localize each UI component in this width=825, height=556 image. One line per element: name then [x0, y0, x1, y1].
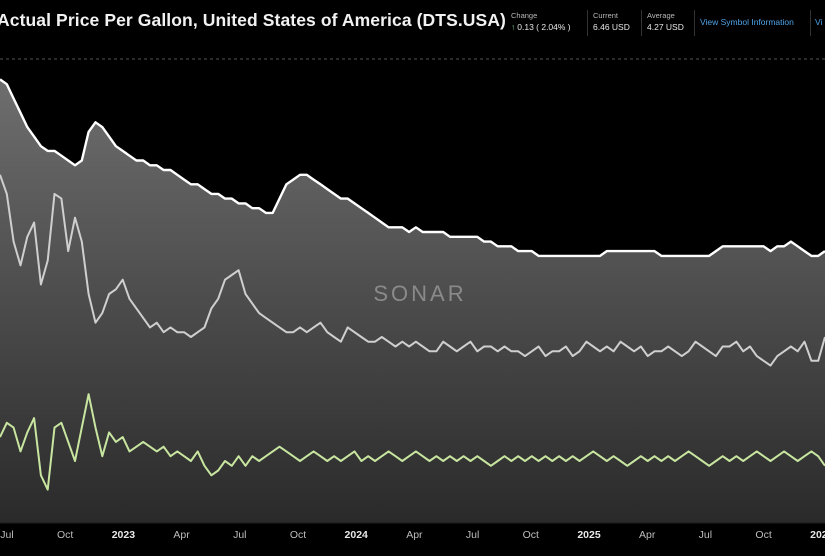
line-layer	[0, 78, 825, 491]
x-tick-label: Jul	[233, 529, 246, 541]
x-tick-label: 2025	[577, 529, 601, 541]
divider	[810, 10, 811, 36]
average-label: Average	[647, 11, 675, 20]
x-tick-label: Jul	[466, 529, 479, 541]
change-label: Change	[511, 11, 538, 20]
current-stat: Current 6.46 USD	[593, 11, 630, 34]
x-tick-label: Oct	[523, 529, 539, 541]
price-series-line[interactable]	[0, 78, 825, 258]
secondary-series-line[interactable]	[0, 174, 825, 367]
divider	[641, 10, 642, 36]
x-tick-label: Apr	[406, 529, 423, 541]
area-layer	[0, 79, 825, 524]
chart-svg[interactable]: SONAR Jul Oct 2023 Apr Jul Oct 2024 Apr Jul Oct 20…	[0, 46, 825, 551]
x-tick-label: Oct	[755, 529, 771, 541]
change-value: 0.13 ( 2.04% )	[517, 22, 571, 32]
arrow-up-icon: ↑	[511, 22, 516, 32]
tertiary-series-line[interactable]	[0, 393, 825, 491]
view-symbol-information-link[interactable]: View Symbol Information	[700, 17, 794, 27]
divider	[694, 10, 695, 36]
view-more-link[interactable]: Vi	[815, 17, 823, 27]
x-tick-label: Apr	[173, 529, 190, 541]
current-label: Current	[593, 11, 619, 20]
average-value: 4.27 USD	[647, 22, 684, 32]
average-stat: Average 4.27 USD	[647, 11, 684, 34]
x-tick-label: 2024	[345, 529, 369, 541]
price-area-fill	[0, 79, 825, 524]
chart-header: Actual Price Per Gallon, United States o…	[0, 0, 825, 46]
x-tick-label: 2026	[810, 529, 825, 541]
x-tick-label: Apr	[639, 529, 656, 541]
x-tick-label: Jul	[699, 529, 712, 541]
watermark: SONAR	[373, 281, 466, 306]
chart-title: Actual Price Per Gallon, United States o…	[0, 10, 506, 30]
x-tick-label: Jul	[0, 529, 13, 541]
x-tick-label: 2023	[112, 529, 136, 541]
x-tick-label: Oct	[290, 529, 306, 541]
change-stat: Change ↑ 0.13 ( 2.04% )	[511, 11, 571, 34]
x-axis: Jul Oct 2023 Apr Jul Oct 2024 Apr Jul Oct 2025 Apr J…	[0, 529, 825, 541]
chart-area[interactable]: SONAR Jul Oct 2023 Apr Jul Oct 2024 Apr Jul Oct 20…	[0, 46, 825, 551]
change-value-wrap: ↑ 0.13 ( 2.04% )	[511, 21, 571, 34]
divider	[587, 10, 588, 36]
x-tick-label: Oct	[57, 529, 73, 541]
current-value: 6.46 USD	[593, 22, 630, 32]
